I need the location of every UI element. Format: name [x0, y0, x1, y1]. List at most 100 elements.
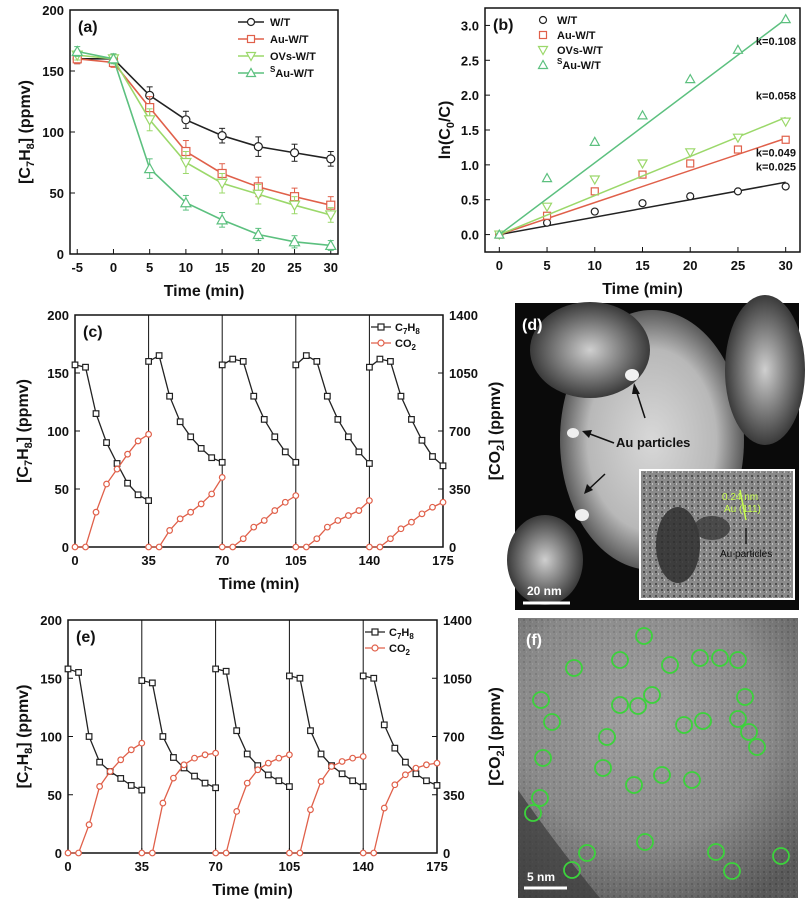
- data-point: [275, 754, 283, 762]
- data-point: [96, 758, 104, 766]
- legend-label: W/T: [557, 15, 577, 27]
- data-point: [85, 733, 93, 740]
- data-point: [418, 510, 426, 518]
- plot-frame: [69, 9, 339, 255]
- data-point: [117, 775, 125, 782]
- data-point: [686, 159, 695, 168]
- highlight-circle: [729, 710, 747, 728]
- panel-b-chart: 0 5 10 15 20 25 30 0.0 0.5 1.0 1.5 2.0 2.5 3.0 Time (m…: [437, 7, 801, 298]
- highlight-circle: [740, 723, 758, 741]
- data-point: [212, 849, 220, 857]
- legend-marker: [538, 15, 548, 25]
- data-point: [324, 210, 337, 222]
- k-label: k=0.025: [756, 161, 796, 173]
- fit-line: [499, 116, 786, 236]
- data-point: [170, 754, 177, 761]
- data-point: [229, 355, 237, 363]
- highlight-circle: [543, 713, 561, 731]
- x-tick-label: 175: [432, 553, 454, 568]
- x-tick-label: 0: [110, 260, 117, 275]
- y-axis-label: [C7H8] (ppmv): [15, 685, 35, 789]
- highlight-circle: [772, 847, 790, 865]
- y-tick-label: 150: [40, 671, 62, 686]
- data-point: [264, 759, 272, 767]
- data-point: [292, 543, 300, 551]
- y2-tick-label: 350: [443, 788, 465, 803]
- panel-label-b: (b): [493, 17, 513, 34]
- data-point: [493, 228, 505, 239]
- data-point: [366, 363, 373, 371]
- data-point: [380, 804, 388, 812]
- x-tick-label: 25: [287, 260, 301, 275]
- x-tick-label: 30: [778, 258, 792, 273]
- highlight-circle: [694, 712, 712, 730]
- highlight-circle: [736, 688, 754, 706]
- data-point: [252, 228, 265, 240]
- highlight-circle: [532, 691, 550, 709]
- data-point: [636, 159, 649, 170]
- data-point: [229, 543, 237, 551]
- data-point: [218, 474, 226, 481]
- data-point: [780, 13, 792, 24]
- data-point: [179, 196, 192, 208]
- y-tick-label: 100: [42, 125, 64, 140]
- series-line: [141, 752, 216, 854]
- y-tick-label: 150: [42, 64, 64, 79]
- highlight-circle: [629, 697, 647, 715]
- data-point: [155, 543, 163, 551]
- panel-label-f: (f): [526, 632, 542, 649]
- data-point: [233, 807, 241, 815]
- data-point: [391, 744, 399, 752]
- data-point: [138, 849, 146, 857]
- data-point: [589, 175, 601, 186]
- x-tick-label: 35: [135, 859, 149, 874]
- data-point: [201, 751, 209, 759]
- data-point: [155, 352, 163, 359]
- data-point: [239, 535, 247, 543]
- data-point: [222, 667, 230, 675]
- data-point: [145, 497, 153, 504]
- arrow-shaft: [635, 389, 646, 419]
- y-axis-label: [C7H8] (ppmv): [15, 379, 35, 483]
- data-point: [145, 358, 153, 365]
- data-point: [542, 218, 552, 227]
- data-point: [197, 500, 205, 508]
- data-point: [433, 759, 441, 767]
- data-point: [106, 768, 114, 775]
- data-point: [334, 517, 342, 524]
- data-point: [64, 665, 72, 673]
- data-point: [286, 672, 293, 680]
- data-point: [344, 433, 352, 441]
- panel-a-chart: -5 0 5 10 15 20 25 30 0 50 100 150 200 Time (min) [C7H…: [17, 3, 339, 300]
- panel-c-chart: 0 35 70 105 140 17505010015020003507001050140…: [15, 308, 507, 593]
- x-tick-label: 10: [179, 260, 193, 275]
- panel-label-a: (a): [78, 19, 98, 36]
- x-tick-label: 5: [543, 258, 550, 273]
- panel-label-d: (d): [522, 317, 542, 334]
- data-point: [124, 450, 131, 458]
- data-point: [212, 665, 220, 673]
- data-point: [412, 770, 420, 778]
- arrow-head: [584, 484, 593, 494]
- series-line: [221, 358, 297, 463]
- data-point: [281, 498, 289, 506]
- data-point: [401, 771, 409, 779]
- data-point: [71, 361, 79, 369]
- data-point: [391, 781, 399, 789]
- y-tick-label: 50: [55, 482, 69, 497]
- legend-marker: [377, 323, 385, 331]
- au-bright-spot: [567, 428, 579, 438]
- particle-right: [725, 295, 805, 445]
- data-point: [103, 480, 110, 488]
- x-axis-label: Time (min): [219, 576, 300, 593]
- data-point: [138, 677, 146, 684]
- au-bright-spot: [575, 509, 589, 521]
- arrow-shaft: [589, 433, 615, 444]
- highlight-circle: [643, 686, 661, 704]
- fit-line: [498, 18, 787, 236]
- y2-tick-label: 700: [443, 730, 465, 745]
- data-point: [75, 849, 82, 857]
- x-tick-label: 70: [215, 553, 229, 568]
- highlight-circle: [611, 651, 629, 669]
